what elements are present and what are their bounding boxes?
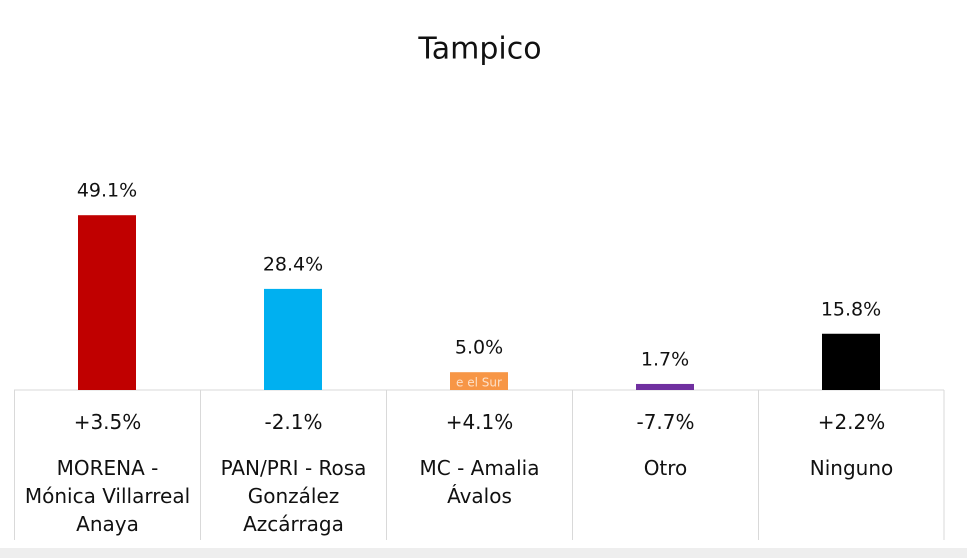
value-label: 28.4% [263, 253, 323, 275]
category-label: MC - Amalia Ávalos [419, 456, 540, 508]
bar [450, 372, 508, 390]
category-label: MORENA - Mónica Villarreal Anaya [24, 456, 191, 536]
bar [822, 333, 880, 390]
table-cell: -2.1% PAN/PRI - Rosa González Azcárraga [200, 390, 386, 540]
change-label: +3.5% [73, 410, 142, 434]
value-label: 49.1% [77, 180, 137, 202]
bar [636, 383, 694, 390]
value-label: 5.0% [455, 337, 503, 359]
table-cell: +2.2% Ninguno [758, 390, 944, 540]
table-cell: -7.7% Otro [572, 390, 758, 540]
footer-strip [0, 548, 967, 558]
change-label: +2.2% [817, 410, 886, 434]
category-label: Ninguno [809, 456, 894, 480]
value-label: 1.7% [641, 348, 689, 370]
table-cell: +3.5% MORENA - Mónica Villarreal Anaya [14, 390, 200, 540]
change-label: +4.1% [445, 410, 514, 434]
watermark: e el Sur [456, 376, 502, 390]
change-label: -7.7% [636, 410, 695, 434]
bar [78, 215, 136, 390]
chart-title: Tampico [417, 32, 541, 67]
value-label: 15.8% [821, 298, 881, 320]
category-label: PAN/PRI - Rosa González Azcárraga [220, 456, 367, 536]
bar [264, 288, 322, 390]
change-label: -2.1% [264, 410, 323, 434]
category-label: Otro [643, 456, 688, 480]
table-cell: +4.1% MC - Amalia Ávalos [386, 390, 572, 540]
